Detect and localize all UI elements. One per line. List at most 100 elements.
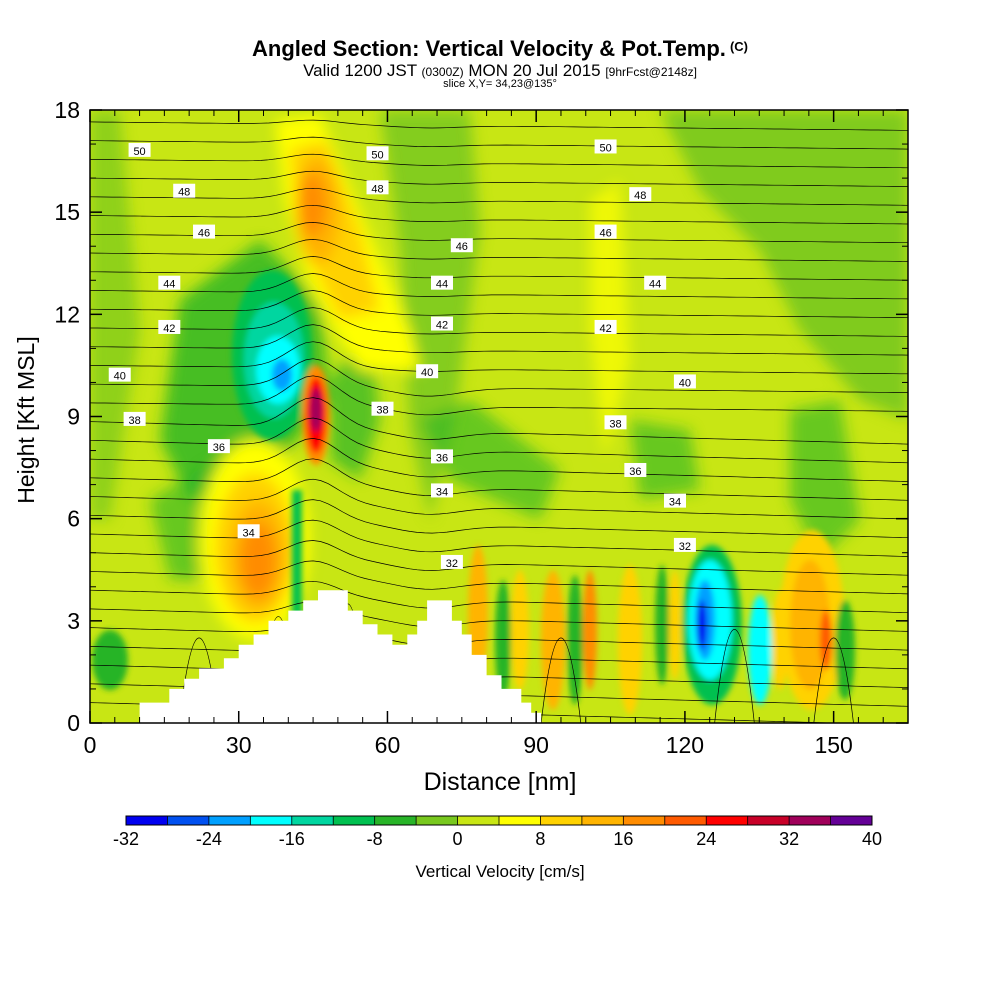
isentrope-label: 34 [669, 497, 681, 509]
colorbar-label: -16 [279, 829, 305, 849]
isentrope-label: 44 [163, 279, 175, 291]
isentrope-line [90, 153, 908, 169]
colorbar-label: 8 [535, 829, 545, 849]
colorbar-label: -24 [196, 829, 222, 849]
colorbar-swatch [167, 816, 210, 825]
isentrope-label: 40 [114, 371, 126, 383]
isentrope-label-bg [371, 401, 394, 416]
isentrope-line [90, 458, 908, 501]
x-tick-label: 120 [666, 732, 704, 758]
isentrope-label: 44 [436, 279, 448, 291]
isentrope-line [90, 119, 908, 131]
isentrope-label-bg [440, 554, 463, 569]
isentrope-line [90, 499, 908, 539]
isentrope-label: 38 [376, 405, 388, 417]
x-tick-label: 0 [84, 732, 97, 758]
colorbar-swatch [706, 816, 749, 825]
colorbar-swatch [250, 816, 293, 825]
isentrope-label-bg [158, 275, 181, 290]
isentrope-label-bg [594, 319, 617, 334]
x-axis: 0 30 60 90 120 150 [84, 110, 884, 758]
terrain [139, 590, 542, 723]
colorbar-swatch [540, 816, 583, 825]
title-text: Angled Section: Vertical Velocity & Pot.… [252, 36, 726, 61]
isentrope-arc [714, 629, 755, 723]
x-tick-label: 150 [814, 732, 852, 758]
isentrope-label-bg [673, 374, 696, 389]
chart-title: Angled Section: Vertical Velocity & Pot.… [0, 36, 1000, 62]
isentrope-label: 48 [371, 183, 383, 195]
colorbar-swatch [623, 816, 666, 825]
y-tick-label: 9 [67, 404, 80, 430]
isentrope-label-bg [663, 493, 686, 508]
colorbar-label: 16 [613, 829, 633, 849]
isentrope-label: 50 [133, 146, 145, 158]
isentrope-label-bg [594, 139, 617, 154]
isentrope-label: 36 [629, 466, 641, 478]
isentrope-label-bg [430, 449, 453, 464]
isentrope-line [90, 136, 908, 150]
colorbar-swatch [789, 816, 832, 825]
x-axis-label: Distance [nm] [424, 768, 577, 796]
isentrope-line [90, 621, 908, 651]
isentrope-label-bg [108, 367, 131, 382]
x-tick-label: 90 [523, 732, 549, 758]
isentrope-line [90, 642, 908, 670]
isentrope-label: 50 [371, 149, 383, 161]
isentrope-label: 46 [198, 228, 210, 240]
isentrope-label-bg [644, 275, 667, 290]
isentrope-arc [540, 637, 582, 723]
x-tick-label: 60 [375, 732, 401, 758]
colorbar-label: 0 [453, 829, 463, 849]
isentrope-label-bg [430, 316, 453, 331]
isentrope-line [90, 375, 908, 416]
colorbar-swatch [333, 816, 376, 825]
colorbar-swatch [416, 816, 459, 825]
valid-utc: (0300Z) [421, 65, 464, 79]
y-tick-label: 6 [67, 506, 80, 532]
isentrope-line [90, 273, 908, 300]
isentrope-line [90, 324, 908, 356]
isentrope-label: 50 [599, 142, 611, 154]
isentrope-label-bg [604, 415, 627, 430]
colorbar-label: -32 [113, 829, 139, 849]
isentrope-label-bg [366, 146, 389, 161]
colorbar-title: Vertical Velocity [cm/s] [415, 862, 585, 881]
colorbar-swatch [208, 816, 251, 825]
isentrope-label: 42 [163, 323, 175, 335]
isentrope-line [90, 358, 908, 397]
isentrope-line [90, 397, 908, 445]
isentrope-line [90, 519, 908, 557]
isentrope-label-bg [193, 224, 216, 239]
valid-prefix: Valid 1200 JST [303, 61, 417, 80]
chart-subtitle: Valid 1200 JST (0300Z) MON 20 Jul 2015 [… [0, 61, 1000, 81]
isentrope-line [90, 239, 908, 262]
isentrope-line [90, 256, 908, 281]
y-tick-label: 12 [54, 301, 80, 327]
isentrope-label-bg [158, 319, 181, 334]
colorbar-label: -8 [367, 829, 383, 849]
isentrope-line [90, 170, 908, 187]
isentrope-line [90, 601, 908, 632]
isentrope-label-bg [624, 462, 647, 477]
colorbar-swatch [747, 816, 790, 825]
y-tick-label: 0 [67, 710, 80, 736]
isentrope-label-bg [430, 275, 453, 290]
isentrope-label: 32 [679, 541, 691, 553]
isentrope-line [90, 478, 908, 520]
slice-info: slice X,Y= 34,23@135° [443, 78, 557, 90]
terrain-mask [139, 590, 542, 723]
isentrope-line [90, 560, 908, 595]
forecast-info: [9hrFcst@2148z] [605, 65, 697, 79]
velocity-field [90, 110, 908, 723]
isentrope-label: 32 [446, 558, 458, 570]
isentrope-label: 38 [609, 418, 621, 430]
isentrope-line [90, 341, 908, 375]
colorbar-swatch [830, 816, 873, 825]
isentrope-label-bg [430, 483, 453, 498]
y-tick-label: 18 [54, 97, 80, 123]
isentrope-label-bg [416, 364, 439, 379]
isentrope-labels: 50 50 50 48 48 48 46 46 46 44 44 44 42 42 42 40 40 40 38 38… [108, 139, 696, 570]
